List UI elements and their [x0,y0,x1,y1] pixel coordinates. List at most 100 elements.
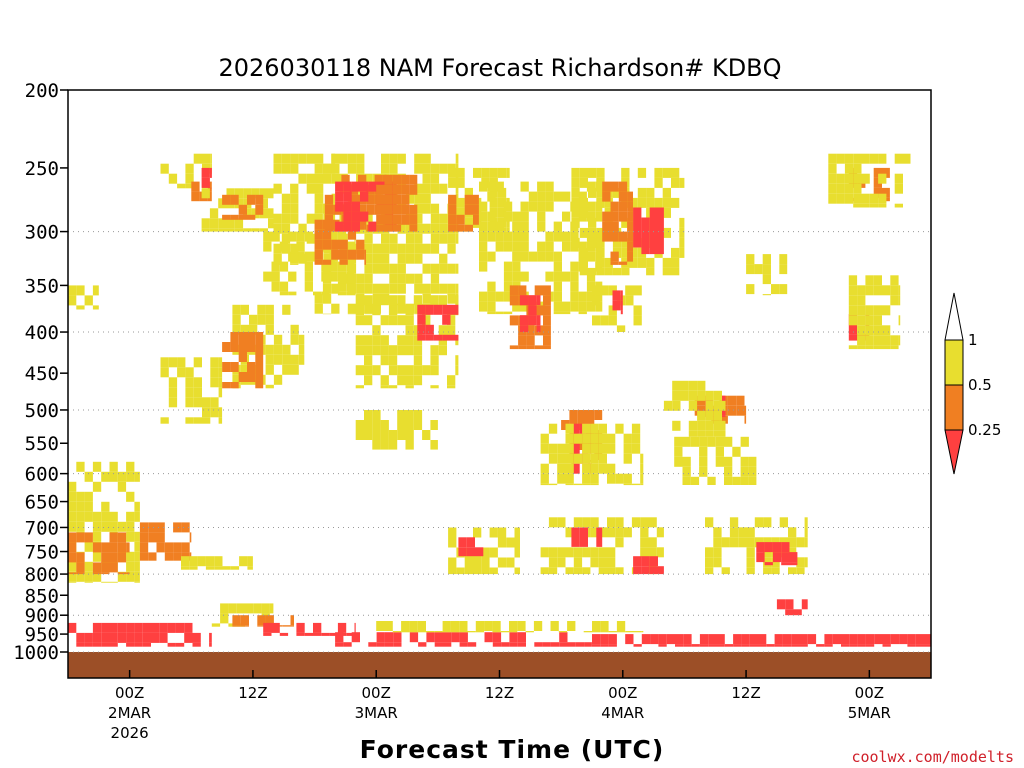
heatmap-cell [84,632,93,643]
heatmap-cell [708,634,717,645]
heatmap-cell [616,621,626,631]
heatmap-cell [191,181,200,192]
heatmap-cell [173,522,182,533]
heatmap-cell [534,285,543,296]
heatmap-cell [479,221,488,232]
heatmap-cell [749,634,758,645]
heatmap-cell [288,231,297,242]
heatmap-cell [126,642,135,647]
heatmap-cell [649,556,658,567]
y-tick-label: 350 [25,275,59,297]
heatmap-cell [331,233,336,244]
heatmap-cell [848,334,858,341]
heatmap-cell [384,214,393,225]
heatmap-cell [495,241,504,252]
legend-arrow-bottom [944,429,964,475]
heatmap-cell [640,473,644,484]
heatmap-cell [381,243,390,254]
heatmap-cell [781,542,790,553]
x-tick-label: 4MAR [601,704,644,722]
heatmap-cell [364,233,373,244]
heatmap-cell [479,211,488,222]
heatmap-cell [160,163,169,174]
heatmap-cell [610,251,619,262]
heatmap-cell [615,537,624,548]
heatmap-cell [633,237,642,248]
heatmap-cell [92,571,102,582]
heatmap-cell [364,263,373,274]
heatmap-cell [76,571,85,582]
heatmap-cell [629,197,638,208]
heatmap-cell [101,642,110,647]
heatmap-cell [381,263,390,274]
heatmap-cell [271,271,280,282]
heatmap-cell [413,345,423,356]
heatmap-cell [126,622,135,633]
heatmap-cell [865,285,874,296]
heatmap-cell [658,634,667,645]
heatmap-cell [828,173,837,184]
heatmap-cell [625,285,634,296]
heatmap-cell [557,443,566,454]
heatmap-cell [447,375,456,386]
heatmap-cell [573,453,583,464]
heatmap-cell [456,567,465,575]
heatmap-cell [282,344,291,355]
heatmap-cell [654,177,663,188]
heatmap-cell [824,634,833,645]
heatmap-cell [335,632,344,643]
heatmap-cell [640,483,644,486]
heatmap-cell [762,274,771,285]
heatmap-cell [536,325,541,332]
heatmap-cell [543,295,551,306]
heatmap-cell [290,163,299,174]
heatmap-cell [261,603,270,614]
heatmap-cell [84,581,93,583]
heatmap-cell [240,364,249,375]
heatmap-cell [263,241,272,252]
heatmap-cell [414,153,423,164]
heatmap-cell [388,315,398,326]
heatmap-cell [654,197,663,208]
heatmap-cell [290,263,299,265]
heatmap-cell [565,463,574,474]
heatmap-cell [438,345,447,356]
heatmap-cell [592,295,601,306]
heatmap-cell [417,334,426,341]
heatmap-cell [347,163,357,174]
heatmap-cell [456,207,465,218]
heatmap-cell [882,345,891,350]
heatmap-cell [68,622,77,633]
heatmap-cell [473,557,482,568]
heatmap-cell [298,354,305,365]
heatmap-cell [263,231,272,242]
heatmap-cell [405,305,414,316]
heatmap-cell [699,644,709,647]
heatmap-cell [874,634,883,645]
heatmap-cell [456,167,465,178]
legend-label: 1 [968,331,978,349]
heatmap-cell [459,642,468,647]
heatmap-cell [640,463,644,474]
heatmap-cell [590,423,599,434]
heatmap-cell [608,644,617,647]
heatmap-cell [366,194,375,205]
heatmap-cell [372,430,381,440]
heatmap-cell [873,285,882,296]
heatmap-cell [517,632,526,643]
heatmap-cell [595,301,603,312]
heatmap-cell [405,315,414,326]
heatmap-cell [500,631,509,633]
heatmap-cell [181,556,190,567]
heatmap-cell [405,375,414,386]
heatmap-cell [185,397,194,408]
heatmap-cell [281,203,291,214]
heatmap-cell [364,315,373,326]
heatmap-cell [92,305,99,310]
heatmap-cell [517,642,526,647]
heatmap-cell [247,372,256,382]
heatmap-cell [662,167,671,178]
heatmap-cell [372,440,381,450]
heatmap-cell [853,173,862,184]
heatmap-cell [844,193,854,204]
